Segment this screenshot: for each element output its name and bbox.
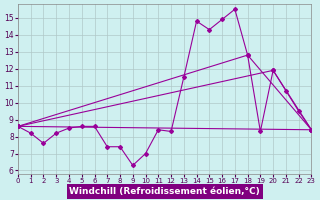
X-axis label: Windchill (Refroidissement éolien,°C): Windchill (Refroidissement éolien,°C) [69,187,260,196]
